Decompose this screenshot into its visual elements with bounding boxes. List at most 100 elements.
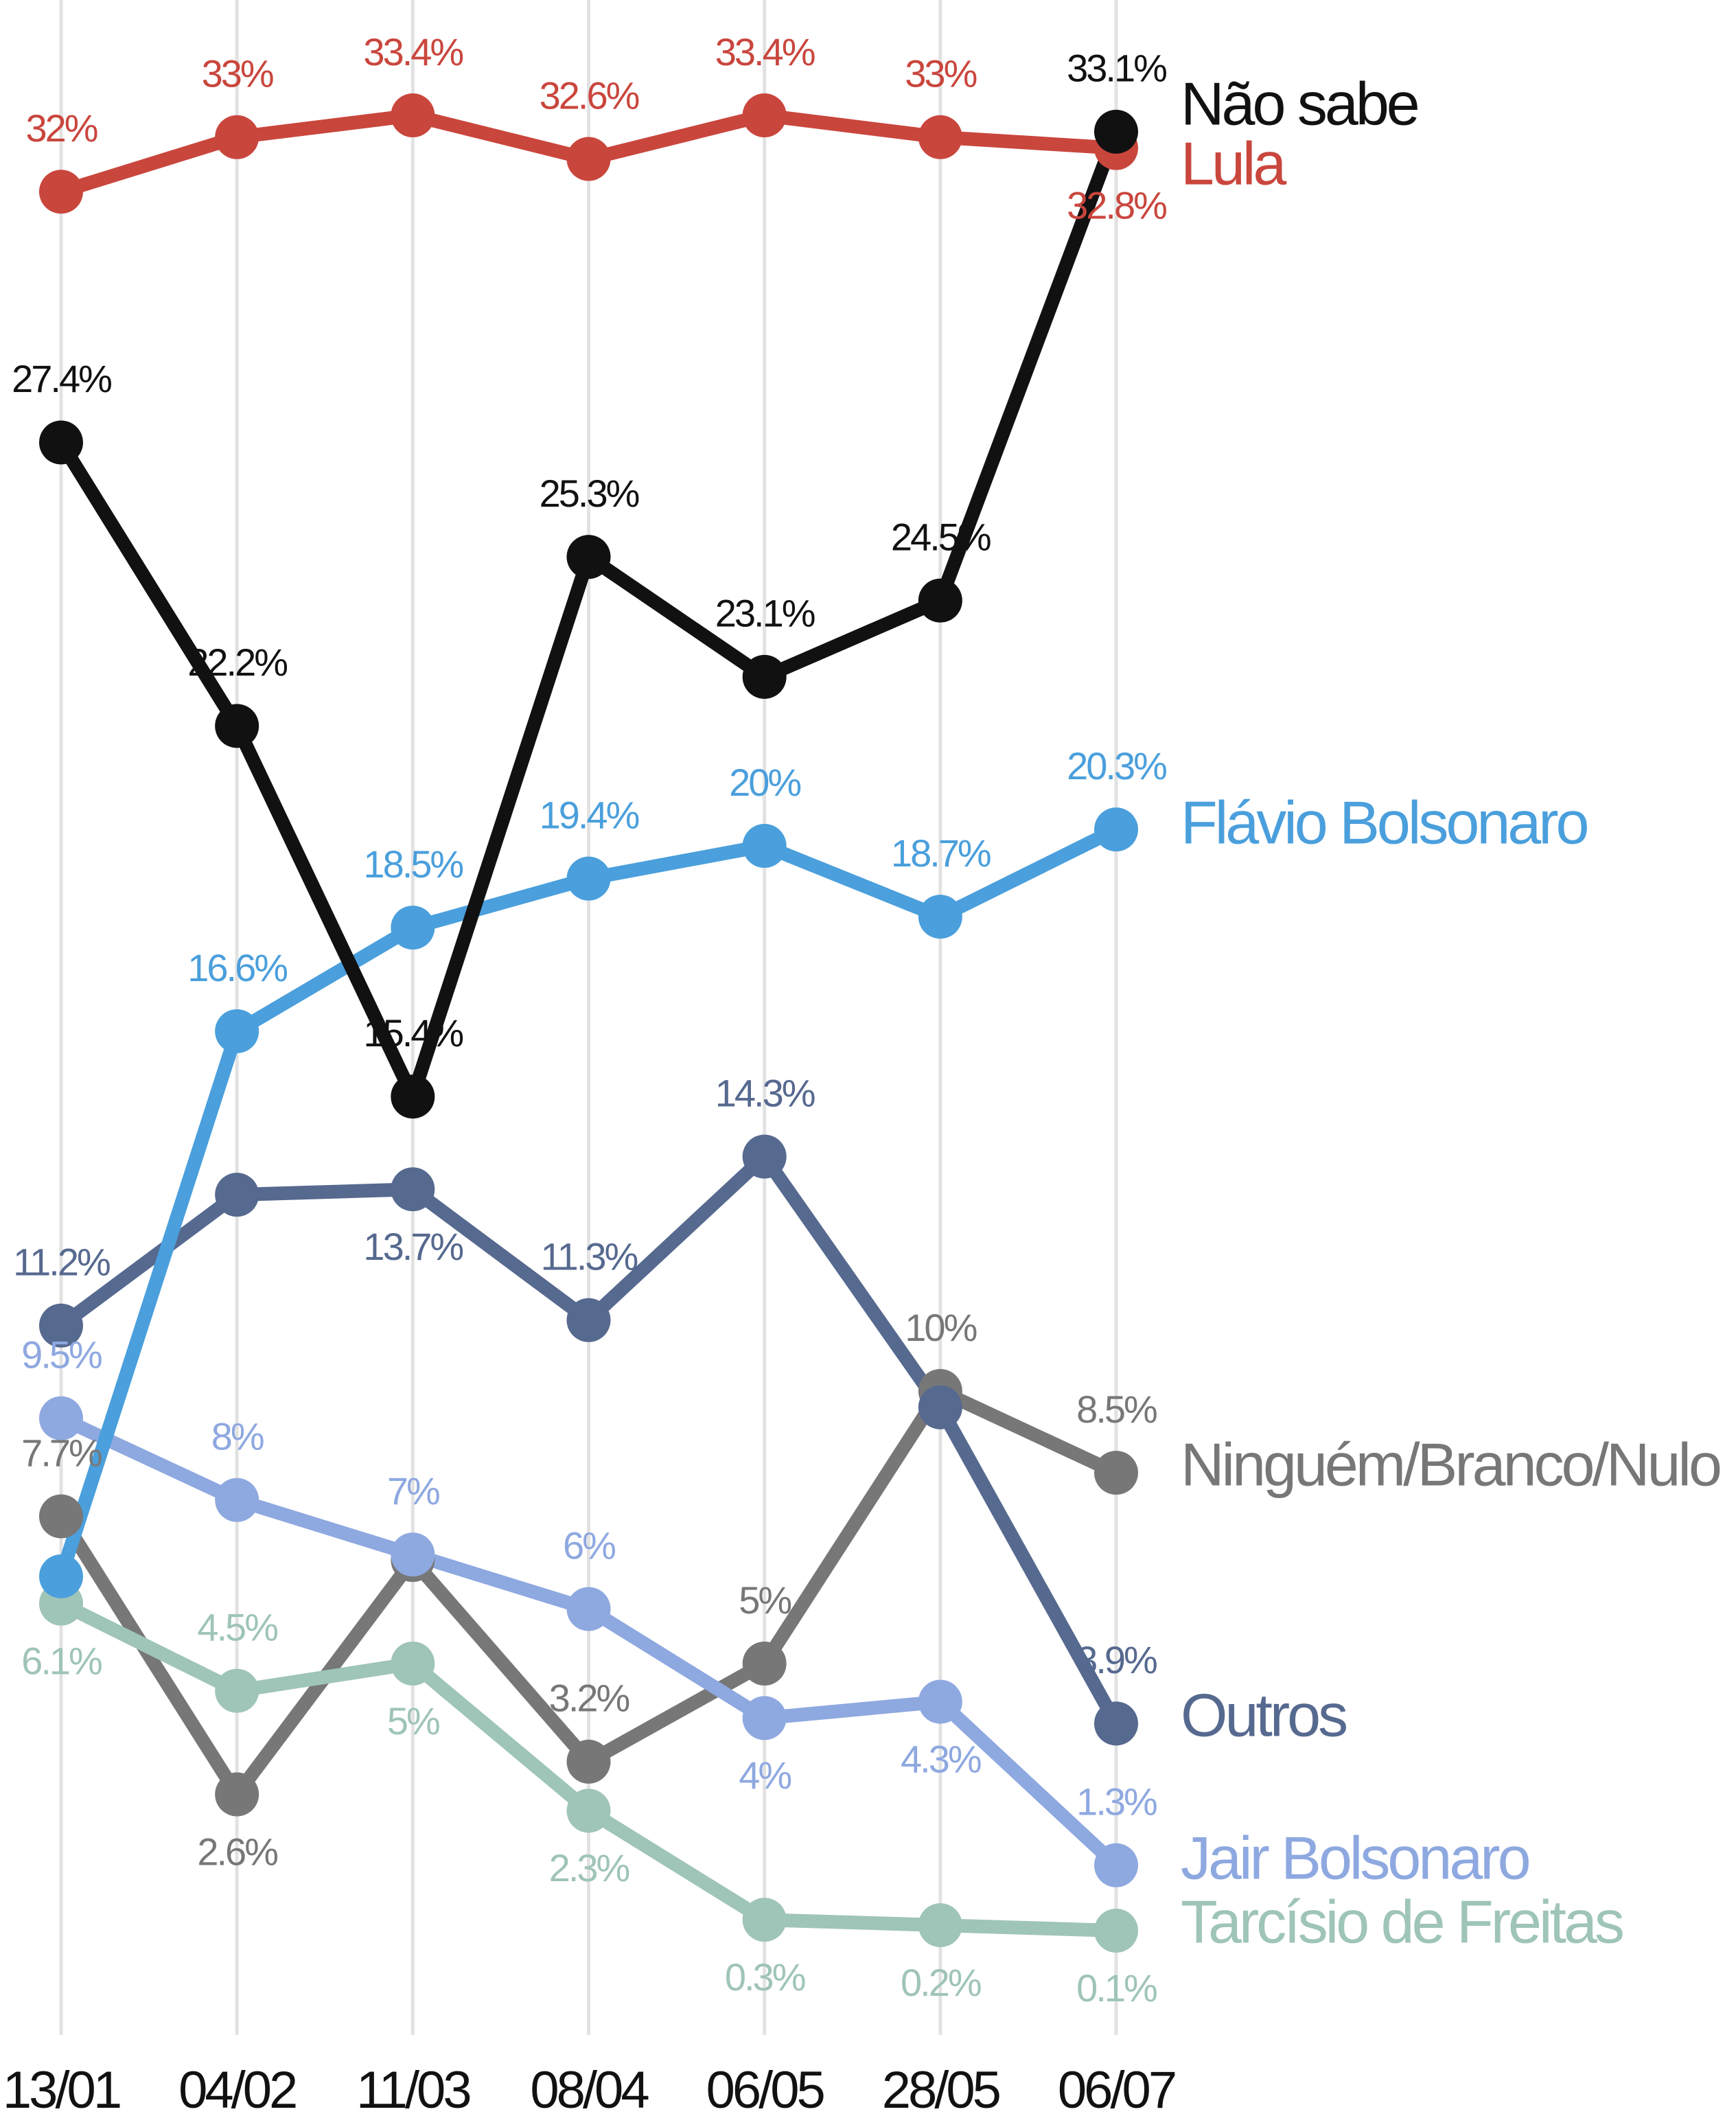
x-tick-label: 28/05	[882, 2061, 1000, 2116]
legend-label: Não sabe	[1181, 69, 1418, 137]
data-label: 8.5%	[1076, 1388, 1157, 1431]
x-tick-label: 04/02	[178, 2061, 296, 2116]
data-label: 2.3%	[549, 1846, 629, 1889]
data-label: 5%	[739, 1578, 791, 1622]
data-label: 33.1%	[1067, 47, 1166, 90]
data-label: 0.1%	[1076, 1966, 1157, 2010]
data-label: 18.7%	[891, 831, 991, 875]
data-label: 11.3%	[541, 1235, 638, 1278]
data-point	[1094, 1451, 1138, 1495]
data-label: 8%	[211, 1415, 264, 1458]
legend-label: Flávio Bolsonaro	[1181, 788, 1588, 856]
data-label: 20.3%	[1067, 744, 1166, 787]
data-point	[391, 1642, 435, 1686]
data-label: 15.4%	[363, 1011, 463, 1055]
x-tick-label: 13/01	[3, 2061, 120, 2116]
data-point	[391, 93, 435, 138]
data-point	[391, 1167, 435, 1212]
data-label: 4%	[739, 1753, 791, 1797]
data-label: 6.1%	[21, 1639, 102, 1682]
data-point	[742, 93, 787, 138]
data-point	[566, 1587, 611, 1631]
legend-label: Lula	[1181, 129, 1286, 197]
data-label: 2.6%	[197, 1830, 277, 1873]
data-point	[918, 115, 962, 159]
data-label: 24.5%	[891, 515, 991, 558]
data-label: 27.4%	[12, 357, 111, 400]
data-point	[742, 1134, 787, 1179]
data-label: 18.5%	[363, 842, 463, 886]
data-point	[215, 115, 259, 159]
data-label: 20%	[729, 761, 800, 804]
data-label: 14.3%	[715, 1071, 815, 1114]
data-point	[39, 170, 83, 214]
data-label: 32%	[25, 106, 97, 150]
data-point	[918, 895, 962, 939]
data-label: 7%	[387, 1469, 439, 1513]
data-label: 32.8%	[1067, 183, 1166, 227]
data-point	[742, 1642, 787, 1686]
data-point	[742, 654, 787, 699]
data-label: 19.4%	[540, 793, 639, 836]
legend-label: Ninguém/Branco/Nulo	[1181, 1430, 1720, 1498]
data-label: 10%	[905, 1306, 976, 1349]
data-point	[391, 1532, 435, 1577]
data-point	[566, 1789, 611, 1833]
data-label: 13.7%	[363, 1225, 463, 1268]
data-point	[391, 906, 435, 950]
x-tick-label: 06/07	[1058, 2061, 1175, 2116]
data-point	[1094, 1909, 1138, 1953]
data-point	[39, 1554, 83, 1598]
data-point	[742, 824, 787, 868]
data-point	[215, 704, 259, 748]
data-label: 0.2%	[901, 1961, 981, 2004]
data-label: 6%	[563, 1523, 615, 1567]
data-point	[215, 1477, 259, 1522]
x-tick-label: 06/05	[706, 2061, 824, 2116]
data-point	[39, 1494, 83, 1539]
data-point	[391, 1074, 435, 1119]
data-point	[918, 578, 962, 623]
data-point	[566, 1739, 611, 1784]
legend-label: Tarcísio de Freitas	[1181, 1887, 1623, 1955]
data-label: 32.6%	[540, 73, 639, 117]
data-point	[566, 137, 611, 181]
legend-label: Outros	[1181, 1681, 1346, 1749]
x-tick-label: 11/03	[356, 2061, 470, 2116]
data-point	[215, 1668, 259, 1713]
data-label: 3.9%	[1076, 1638, 1157, 1681]
data-point	[566, 535, 611, 579]
data-label: 25.3%	[540, 472, 639, 515]
data-point	[742, 1696, 787, 1740]
labels: 32% 33% 33.4% 32.6% 33.4% 33% 32.8% Lula 7.7% 2.6…	[12, 30, 1723, 2010]
data-point	[1094, 109, 1138, 154]
data-point	[39, 1303, 83, 1348]
data-point	[1094, 807, 1138, 852]
data-label: 7.7%	[21, 1431, 102, 1474]
data-point	[215, 1009, 259, 1053]
data-point	[566, 856, 611, 901]
data-point	[918, 1903, 962, 1948]
data-label: 4.3%	[901, 1737, 981, 1780]
data-label: 11.2%	[13, 1241, 110, 1284]
legend-label: Jair Bolsonaro	[1181, 1824, 1529, 1891]
data-label: 22.2%	[187, 641, 287, 684]
data-point	[39, 1396, 83, 1440]
x-tick-label: 08/04	[530, 2061, 649, 2116]
data-point	[918, 1679, 962, 1724]
data-label: 1.3%	[1076, 1780, 1157, 1824]
data-point	[215, 1772, 259, 1817]
data-label: 33.4%	[715, 30, 815, 73]
data-label: 5%	[387, 1699, 439, 1743]
data-label: 33.4%	[363, 30, 463, 73]
data-point	[215, 1173, 259, 1217]
data-label: 23.1%	[715, 592, 815, 635]
data-point	[742, 1898, 787, 1942]
data-point	[566, 1298, 611, 1342]
data-label: 16.6%	[187, 946, 287, 989]
data-point	[39, 420, 83, 465]
data-label: 0.3%	[725, 1955, 805, 1999]
data-label: 33%	[202, 52, 273, 95]
data-label: 3.2%	[549, 1677, 629, 1720]
